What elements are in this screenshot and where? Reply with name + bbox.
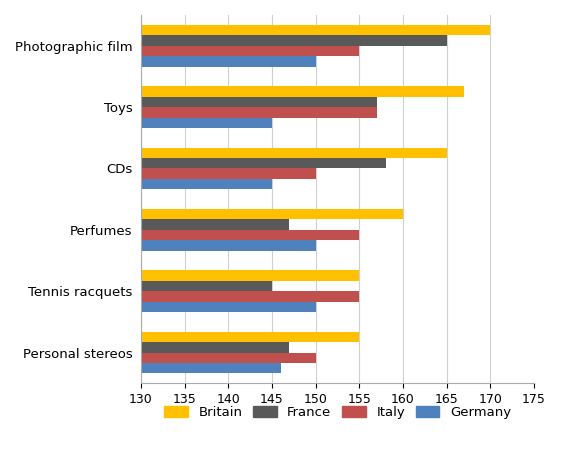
Bar	[141, 332, 360, 342]
Bar	[141, 270, 360, 281]
Bar	[141, 281, 272, 291]
Legend: Britain, France, Italy, Germany: Britain, France, Italy, Germany	[159, 401, 516, 425]
Bar	[141, 219, 289, 230]
Bar	[141, 56, 316, 67]
Bar	[141, 230, 360, 240]
Bar	[141, 35, 447, 46]
Bar	[141, 86, 464, 97]
Bar	[141, 353, 316, 363]
Bar	[141, 169, 316, 179]
Bar	[141, 118, 272, 128]
Bar	[141, 291, 360, 302]
Bar	[141, 46, 360, 56]
Bar	[141, 97, 377, 107]
Bar	[141, 158, 385, 169]
Bar	[141, 342, 289, 353]
Bar	[141, 363, 280, 373]
Bar	[141, 148, 447, 158]
Bar	[141, 179, 272, 189]
Bar	[141, 240, 316, 251]
Bar	[141, 302, 316, 312]
Bar	[141, 107, 377, 118]
Bar	[141, 209, 403, 219]
Bar	[141, 25, 490, 35]
